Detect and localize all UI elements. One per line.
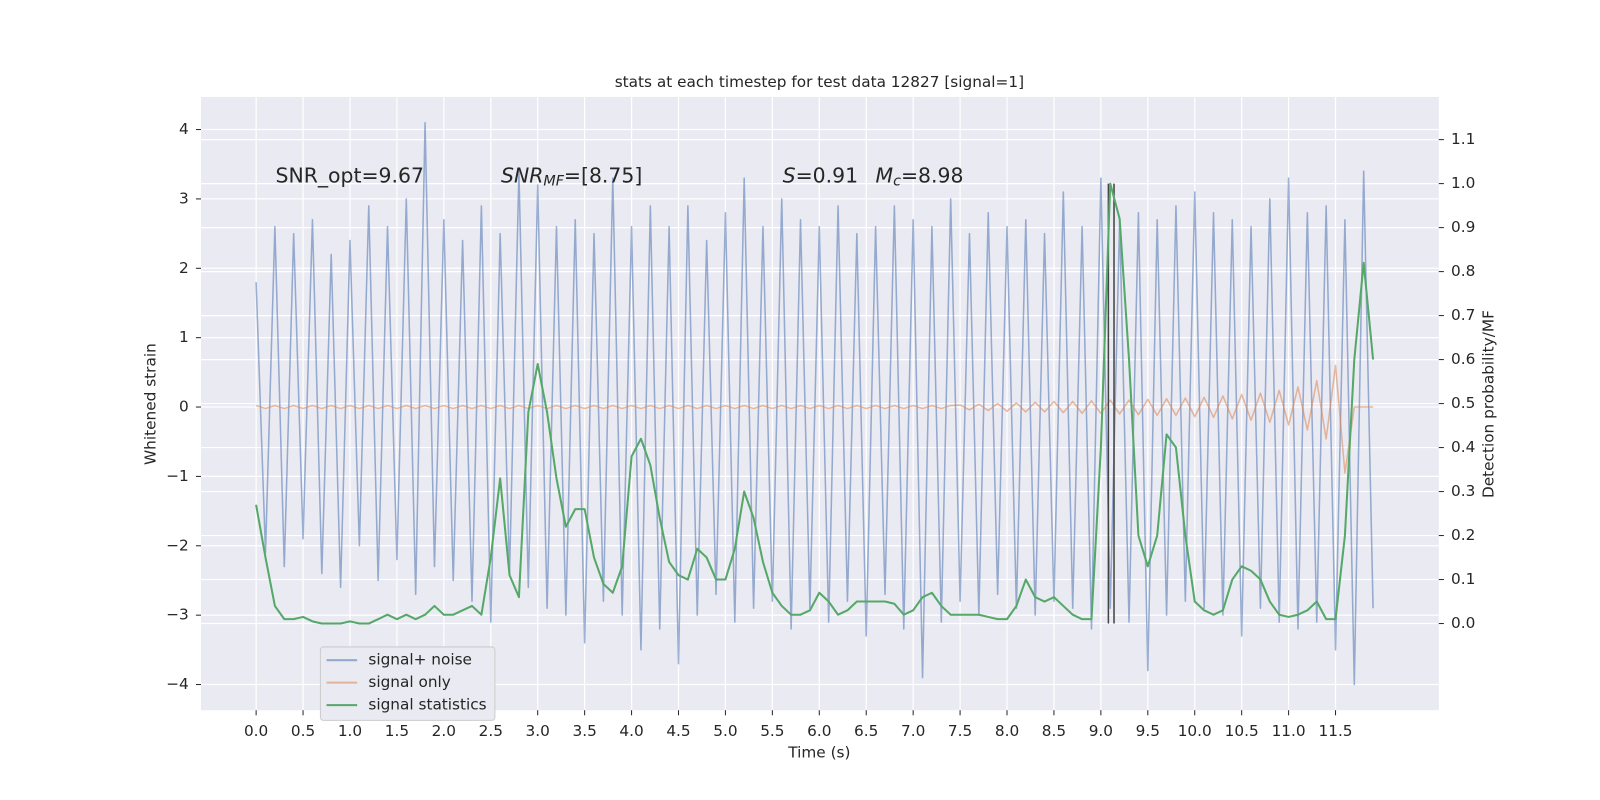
y-tick-label: 0 [179, 398, 189, 416]
annotation-part: SNR_opt=9.67 [276, 164, 424, 189]
x-tick-label: 1.0 [338, 722, 362, 740]
x-tick-label: 5.5 [760, 722, 784, 740]
legend-label: signal+ noise [368, 651, 472, 669]
y2-tick-label: 0.4 [1451, 438, 1475, 456]
x-tick-label: 7.5 [948, 722, 972, 740]
annotation: S=0.91 [783, 164, 858, 188]
annotation-part: S [783, 164, 796, 188]
y-axis-label: Whitened strain [142, 343, 160, 465]
x-tick-label: 4.5 [666, 722, 690, 740]
x-tick-label: 6.5 [854, 722, 878, 740]
y-tick-label: 1 [179, 328, 189, 346]
y2-tick-label: 0.2 [1451, 526, 1475, 544]
series-line [255, 364, 1374, 474]
y-tick-label: 3 [179, 189, 189, 207]
annotation: SNR_opt=9.67 [276, 164, 424, 189]
x-tick-label: 11.5 [1318, 722, 1352, 740]
legend-label: signal only [368, 673, 450, 691]
x-tick-label: 6.0 [807, 722, 831, 740]
annotation-part: =[8.75] [564, 164, 642, 188]
y-tick-label: −3 [166, 606, 189, 624]
annotation-part: MF [543, 174, 564, 190]
x-tick-label: 1.5 [385, 722, 409, 740]
x-tick-label: 7.0 [901, 722, 925, 740]
marks [255, 121, 1375, 686]
annotation-part: =0.91 [796, 164, 859, 188]
annotation: SNRMF=[8.75] [501, 164, 642, 190]
y2-axis-label: Detection probability/MF [1479, 310, 1497, 498]
axes: 0.0 0.5 1.0 1.5 2.0 2.5 3.0 3.5 4.0 4.5 5.0 5.5 6.0 6… [166, 120, 1475, 740]
y-tick-label: −2 [166, 536, 189, 554]
annotation-part: =8.98 [901, 164, 964, 188]
x-tick-label: 3.5 [572, 722, 596, 740]
y2-tick-label: 0.7 [1451, 306, 1475, 324]
y2-tick-label: 0.6 [1451, 350, 1475, 368]
legend-box [319, 646, 496, 721]
y-tick-label: 4 [179, 120, 189, 138]
x-tick-label: 0.5 [291, 722, 315, 740]
x-tick-label: 0.0 [244, 722, 268, 740]
legend-label: signal statistics [368, 696, 486, 714]
y2-tick-label: 0.9 [1451, 218, 1475, 236]
legend: signal+ noise signal only signal statistic… [319, 646, 496, 721]
x-tick-label: 10.0 [1178, 722, 1212, 740]
x-tick-label: 8.0 [995, 722, 1019, 740]
annotation-part: M [876, 164, 894, 188]
y2-tick-label: 0.1 [1451, 570, 1475, 588]
y2-tick-label: 0.8 [1451, 262, 1475, 280]
x-tick-label: 2.0 [432, 722, 456, 740]
annotation-part: c [893, 174, 901, 190]
annotation-part: SNR [501, 164, 543, 188]
x-tick-label: 5.0 [713, 722, 737, 740]
x-tick-label: 2.5 [479, 722, 503, 740]
x-tick-label: 9.5 [1136, 722, 1160, 740]
annotation: Mc=8.98 [876, 164, 964, 190]
x-tick-label: 3.0 [526, 722, 550, 740]
y2-tick-label: 1.0 [1451, 174, 1475, 192]
y2-tick-label: 1.1 [1451, 130, 1475, 148]
x-axis-label: Time (s) [787, 744, 850, 762]
series-line [255, 182, 1375, 625]
y2-tick-label: 0.0 [1451, 614, 1475, 632]
x-tick-label: 8.5 [1042, 722, 1066, 740]
series-line [255, 121, 1374, 686]
x-tick-label: 9.0 [1089, 722, 1113, 740]
y2-tick-label: 0.5 [1451, 394, 1475, 412]
x-tick-label: 10.5 [1225, 722, 1259, 740]
x-tick-label: 4.0 [619, 722, 643, 740]
x-tick-label: 11.0 [1272, 722, 1306, 740]
y-tick-label: −1 [166, 467, 189, 485]
y2-tick-label: 0.3 [1451, 482, 1475, 500]
chart-title: stats at each timestep for test data 128… [615, 73, 1024, 91]
y-tick-label: 2 [179, 259, 189, 277]
y-tick-label: −4 [166, 675, 189, 693]
